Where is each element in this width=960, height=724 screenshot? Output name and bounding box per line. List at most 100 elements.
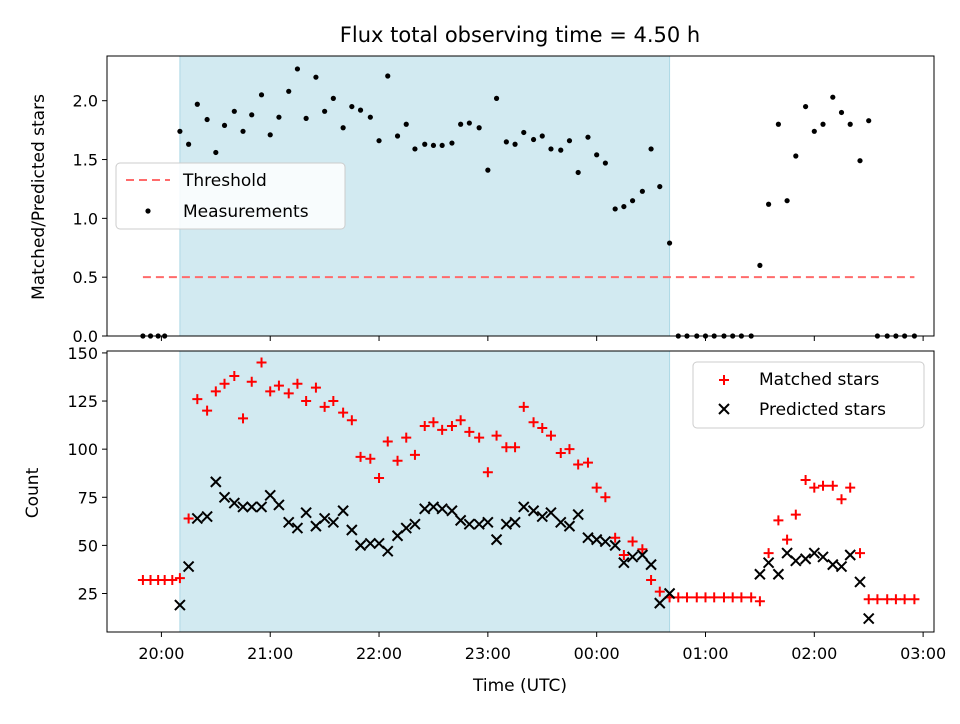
measurement-point	[666, 240, 673, 246]
predicted-star-point	[582, 531, 594, 544]
measurement-point	[503, 139, 509, 145]
predicted-star-point	[237, 501, 249, 513]
matched-star-point	[401, 432, 412, 443]
predicted-star-point	[563, 520, 576, 532]
top-y-tick-label: 2.0	[73, 92, 98, 111]
measurement-point	[367, 114, 373, 120]
matched-star-point	[836, 494, 847, 505]
matched-star-point	[437, 424, 448, 435]
measurement-point	[340, 125, 346, 131]
matched-star-point	[790, 509, 801, 520]
bottom-y-tick-label: 25	[78, 585, 98, 604]
legend-predicted-label: Predicted stars	[759, 400, 886, 420]
predicted-star-point	[645, 558, 657, 571]
measurement-point	[585, 134, 591, 140]
predicted-star-point	[300, 506, 312, 519]
matched-star-point	[238, 413, 249, 424]
measurement-point	[775, 121, 781, 127]
top-y-tick-label: 0.0	[73, 327, 98, 346]
matched-star-point	[573, 459, 584, 470]
measurement-point	[521, 129, 527, 136]
predicted-star-point	[228, 497, 241, 509]
measurement-point	[194, 101, 200, 107]
predicted-star-point	[409, 518, 421, 530]
top-plot-frame	[106, 55, 935, 337]
measurement-point	[439, 142, 445, 149]
measurement-point	[602, 160, 608, 166]
x-tick-label: 22:00	[356, 644, 402, 663]
predicted-star-point	[490, 533, 503, 546]
bottom-observing-span	[179, 350, 671, 633]
matched-star-point	[537, 422, 548, 433]
bottom-y-axis-label: Count	[23, 467, 43, 518]
matched-star-point	[482, 467, 493, 478]
predicted-star-point	[463, 518, 476, 530]
matched-star-point	[746, 592, 757, 603]
predicted-star-point	[382, 545, 394, 557]
predicted-star-point	[518, 501, 530, 513]
matched-star-point	[219, 378, 230, 389]
matched-star-point	[763, 548, 774, 559]
measurement-point	[493, 95, 500, 101]
predicted-star-point	[191, 512, 204, 525]
top-y-tick-label: 1.5	[73, 151, 98, 170]
measurement-point	[566, 138, 573, 144]
x-tick-label: 00:00	[574, 644, 620, 663]
predicted-star-point	[255, 501, 268, 513]
predicted-star-point	[427, 501, 440, 513]
bottom-y-tick-label: 100	[67, 440, 98, 459]
bottom-y-tick-label: 50	[78, 536, 98, 555]
matched-star-point	[491, 430, 502, 441]
bottom-y-tick-label: 75	[78, 488, 98, 507]
bottom-plot-area: 25 50 75 100 125 150 20:00 21:00 22:00 23:00 00:00…	[67, 344, 946, 663]
matched-star-point	[355, 451, 366, 462]
predicted-star-point	[436, 503, 448, 515]
legend-threshold-label: Threshold	[182, 171, 267, 191]
matched-star-point	[564, 444, 575, 455]
measurement-point	[286, 88, 292, 94]
predicted-star-point	[283, 516, 295, 529]
legend-predicted-swatch	[718, 403, 730, 415]
matched-star-point	[174, 573, 185, 584]
measurement-point	[793, 153, 799, 159]
matched-star-point	[773, 515, 784, 526]
predicted-star-point	[572, 508, 584, 521]
predicted-star-point	[799, 553, 812, 565]
predicted-star-point	[400, 522, 412, 534]
measurement-point	[594, 152, 600, 158]
predicted-star-point	[182, 560, 195, 573]
predicted-star-point	[246, 501, 258, 513]
matched-star-point	[681, 592, 692, 603]
measurement-point	[575, 169, 581, 176]
measurement-point	[385, 73, 391, 79]
measurement-point	[820, 121, 826, 127]
matched-star-point	[518, 401, 529, 412]
matched-star-point	[899, 594, 910, 605]
matched-star-point	[637, 544, 648, 555]
predicted-star-point	[291, 522, 304, 534]
measurement-point	[303, 115, 309, 121]
matched-star-point	[882, 594, 893, 605]
measurement-point	[231, 108, 237, 114]
measurement-point	[357, 107, 364, 113]
measurement-point	[558, 147, 564, 153]
matched-star-point	[618, 550, 629, 561]
legend-measurements-label: Measurements	[183, 202, 309, 222]
predicted-star-point	[790, 555, 802, 567]
predicted-star-point	[817, 551, 829, 563]
measurement-point	[458, 121, 464, 127]
matched-star-point	[845, 482, 856, 493]
predicted-star-point	[364, 537, 377, 550]
matched-star-point	[229, 371, 240, 382]
matched-star-point	[654, 586, 665, 597]
predicted-star-point	[654, 597, 666, 609]
matched-star-point	[700, 592, 711, 603]
measurement-point	[221, 122, 228, 129]
top-y-tick-label: 1.0	[73, 209, 98, 228]
x-axis-label: Time (UTC)	[472, 676, 567, 696]
predicted-star-point	[210, 476, 222, 488]
predicted-star-point	[626, 551, 639, 563]
measurement-point	[204, 116, 210, 123]
predicted-star-point	[337, 505, 349, 517]
